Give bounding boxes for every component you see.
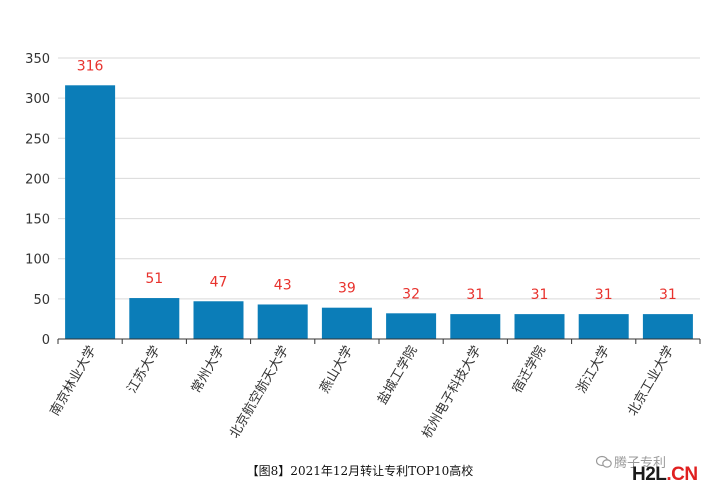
data-labels: 316 51 47 43 39 32 31 31 31 31 [77,58,677,303]
watermark-logo-main: H2L [632,464,667,485]
y-tick-label: 50 [33,293,50,308]
x-tick-label: 盐城工学院 [374,343,420,407]
data-label: 316 [77,58,104,74]
y-tick-label: 0 [42,333,50,348]
y-tick-label: 300 [25,92,50,107]
bar [450,314,501,339]
watermark-account: 腾子专利 [614,456,667,471]
chat-bubble-icon [596,455,612,468]
data-label: 43 [274,277,292,293]
y-tick-label: 200 [25,172,50,187]
y-tick-label: 250 [25,132,50,147]
x-axis-ticks: 南京林业大学 江苏大学 常州大学 北京航空航天大学 燕山大学 盐城工学院 杭州电子科技大学宿… [47,339,701,441]
data-label: 51 [145,271,163,287]
x-tick-label: 杭州电子科技大学 [419,343,485,441]
y-tick-label: 100 [25,253,50,268]
x-tick-label: 常州大学 [188,343,228,396]
bar [642,314,693,339]
y-tick-label: 350 [25,52,50,67]
data-label: 31 [531,287,549,303]
bar [257,304,308,339]
y-axis-ticks: 0 50 100 150 200 250 300 350 [25,52,50,348]
grid-lines [58,57,700,300]
bar [129,298,180,339]
bar [386,313,437,339]
x-tick-label: 北京航空航天大学 [226,343,292,441]
watermark-logo-suffix: .CN [666,464,698,485]
data-label: 47 [210,274,228,290]
x-tick-label: 宿迁学院 [509,343,549,396]
watermark-logo: H2L.CN [632,464,698,486]
x-tick-label: 江苏大学 [124,343,164,396]
figure-caption: 【图8】2021年12月转让专利TOP10高校 [246,464,474,478]
data-label: 31 [659,287,677,303]
data-label: 32 [402,286,420,302]
data-label: 39 [338,281,356,297]
bar [193,301,244,339]
bar [321,307,372,339]
data-label: 31 [466,287,484,303]
x-tick-label: 北京工业大学 [624,343,677,419]
data-label: 31 [595,287,613,303]
bar [65,85,116,339]
y-tick-label: 150 [25,213,50,228]
x-tick-label: 浙江大学 [573,343,613,396]
bar [514,314,565,339]
bars [65,85,693,339]
x-tick-label: 南京林业大学 [47,343,100,419]
bar [578,314,629,339]
x-tick-label: 燕山大学 [316,343,356,396]
